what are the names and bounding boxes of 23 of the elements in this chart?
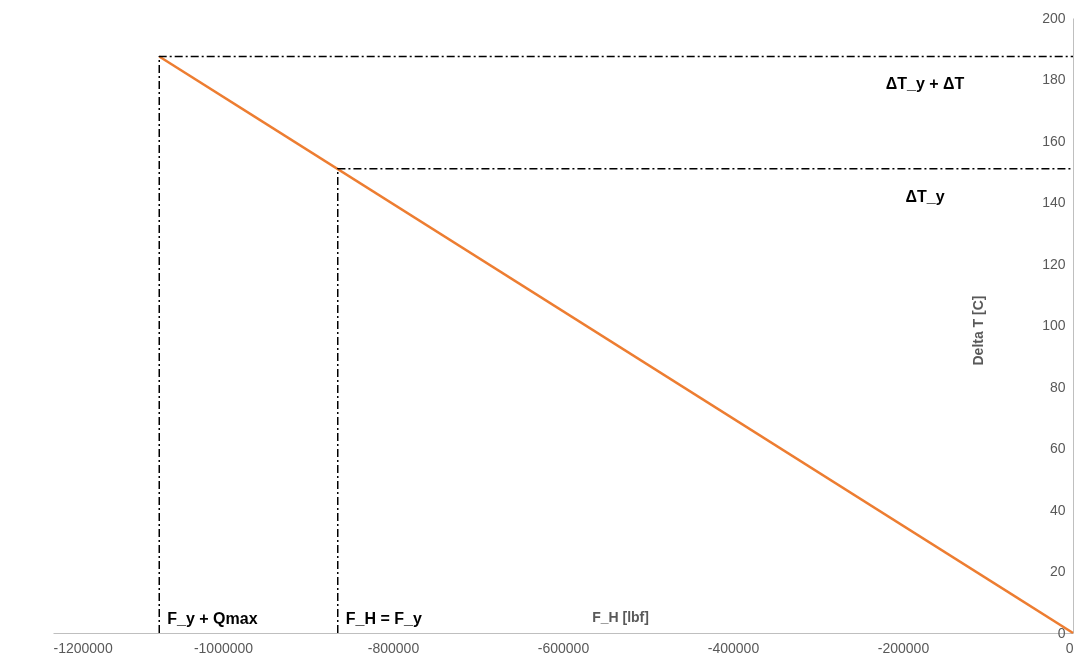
y-tick-label: 120: [1042, 255, 1066, 272]
x-tick-label: -200000: [877, 639, 930, 656]
annotation: F_H = F_y: [345, 610, 422, 627]
x-tick-label: -1200000: [53, 639, 113, 656]
y-tick-label: 100: [1042, 317, 1066, 333]
annotation: F_y + Qmax: [167, 610, 258, 627]
y-tick-label: 140: [1042, 194, 1066, 210]
y-tick-label: 0: [1057, 624, 1066, 641]
x-tick-label: -800000: [367, 639, 420, 656]
y-tick-label: 180: [1042, 71, 1066, 87]
y-axis-title: Delta T [C]: [969, 295, 986, 366]
y-tick-label: 160: [1042, 132, 1066, 149]
x-tick-label: -400000: [707, 639, 760, 656]
y-tick-label: 20: [1049, 563, 1066, 579]
y-tick-label: 40: [1049, 501, 1066, 518]
x-axis-title: F_H [lbf]: [592, 608, 649, 625]
annotation: ΔT_y: [905, 187, 945, 205]
x-tick-label: -600000: [537, 639, 590, 656]
annotation: ΔT_y + ΔT: [885, 75, 965, 93]
y-tick-label: 200: [1042, 9, 1066, 26]
x-tick-label: -1000000: [193, 639, 254, 656]
y-tick-label: 60: [1049, 440, 1066, 456]
y-tick-label: 80: [1049, 378, 1066, 395]
